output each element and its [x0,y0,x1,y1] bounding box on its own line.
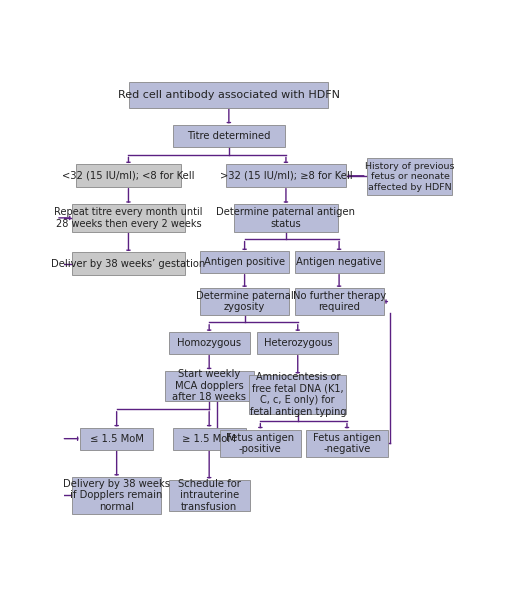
Text: <32 (15 IU/ml); <8 for Kell: <32 (15 IU/ml); <8 for Kell [62,171,195,181]
Text: Determine paternal antigen
status: Determine paternal antigen status [216,207,356,228]
Text: History of previous
fetus or neonate
affected by HDFN: History of previous fetus or neonate aff… [365,162,455,192]
Text: Titre determined: Titre determined [187,131,271,141]
FancyBboxPatch shape [80,428,153,449]
Text: Antigen positive: Antigen positive [204,257,285,267]
Text: Heterozygous: Heterozygous [264,338,332,348]
Text: Delivery by 38 weeks
if Dopplers remain
normal: Delivery by 38 weeks if Dopplers remain … [63,479,170,512]
Text: No further therapy
required: No further therapy required [293,291,386,313]
FancyBboxPatch shape [173,125,285,147]
FancyBboxPatch shape [200,252,289,273]
FancyBboxPatch shape [72,204,185,231]
FancyBboxPatch shape [295,252,384,273]
FancyBboxPatch shape [173,428,246,449]
Text: ≥ 1.5 MoM: ≥ 1.5 MoM [182,433,236,444]
FancyBboxPatch shape [72,252,185,275]
FancyBboxPatch shape [169,332,250,354]
FancyBboxPatch shape [234,204,338,231]
FancyBboxPatch shape [129,82,329,107]
FancyBboxPatch shape [306,430,388,457]
FancyBboxPatch shape [257,332,338,354]
FancyBboxPatch shape [165,371,253,401]
FancyBboxPatch shape [76,165,181,187]
Text: Fetus antigen
-negative: Fetus antigen -negative [313,433,381,454]
FancyBboxPatch shape [249,375,346,414]
FancyBboxPatch shape [367,158,453,195]
FancyBboxPatch shape [226,165,346,187]
Text: ≤ 1.5 MoM: ≤ 1.5 MoM [90,433,144,444]
Text: Determine paternal
zygosity: Determine paternal zygosity [196,291,294,313]
FancyBboxPatch shape [200,289,289,315]
FancyBboxPatch shape [72,477,161,514]
Text: Fetus antigen
-positive: Fetus antigen -positive [226,433,295,454]
Text: Deliver by 38 weeks’ gestation: Deliver by 38 weeks’ gestation [51,258,206,269]
Text: >32 (15 IU/ml); ≥8 for Kell: >32 (15 IU/ml); ≥8 for Kell [219,171,352,181]
Text: Antigen negative: Antigen negative [296,257,382,267]
Text: Amniocentesis or
free fetal DNA (K1,
C, c, E only) for
fetal antigen typing: Amniocentesis or free fetal DNA (K1, C, … [249,372,346,417]
FancyBboxPatch shape [220,430,301,457]
Text: Repeat titre every month until
28 weeks then every 2 weeks: Repeat titre every month until 28 weeks … [54,207,203,228]
FancyBboxPatch shape [295,289,384,315]
Text: Homozygous: Homozygous [177,338,241,348]
FancyBboxPatch shape [169,480,250,511]
Text: Schedule for
intrauterine
transfusion: Schedule for intrauterine transfusion [178,479,241,512]
Text: Start weekly
MCA dopplers
after 18 weeks: Start weekly MCA dopplers after 18 weeks [172,369,246,402]
Text: Red cell antibody associated with HDFN: Red cell antibody associated with HDFN [118,90,340,100]
